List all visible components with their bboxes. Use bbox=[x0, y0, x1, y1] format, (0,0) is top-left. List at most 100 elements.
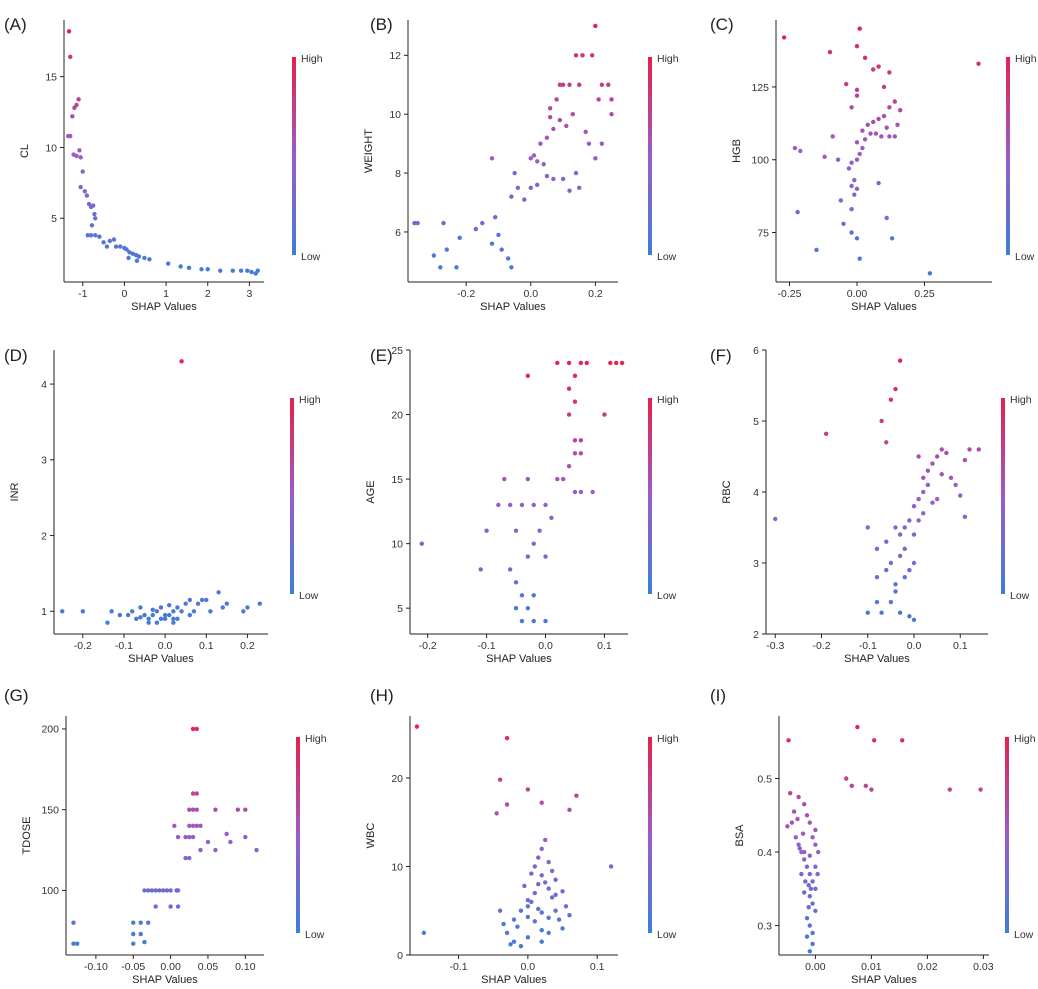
scatter-point bbox=[823, 431, 829, 436]
scatter-point bbox=[175, 888, 181, 893]
scatter-point bbox=[457, 235, 462, 241]
scatter-point bbox=[857, 256, 862, 261]
scatter-point bbox=[216, 590, 221, 595]
scatter-point bbox=[789, 820, 795, 825]
scatter-point bbox=[852, 177, 857, 183]
scatter-point bbox=[515, 185, 521, 190]
scatter-point bbox=[525, 935, 531, 940]
scatter-point bbox=[205, 839, 211, 845]
scatter-point bbox=[154, 609, 160, 614]
scatter-point bbox=[142, 888, 147, 893]
scatter-point bbox=[553, 877, 558, 882]
scatter-point bbox=[807, 820, 812, 825]
scatter-point bbox=[145, 888, 151, 893]
scatter-point bbox=[813, 908, 818, 914]
scatter-point bbox=[844, 81, 849, 87]
scatter-point bbox=[101, 240, 106, 245]
scatter-point bbox=[563, 904, 569, 909]
scatter-point bbox=[165, 261, 171, 266]
scatter-point bbox=[884, 215, 889, 221]
legend-high-label: High bbox=[657, 53, 679, 65]
scatter-point bbox=[154, 620, 160, 625]
scatter-point bbox=[802, 890, 807, 895]
scatter-point bbox=[194, 823, 199, 829]
scatter-point bbox=[872, 738, 877, 743]
scatter-point bbox=[113, 244, 119, 249]
scatter-point bbox=[421, 930, 427, 936]
x-tick-label: -1 bbox=[78, 288, 87, 300]
panel-d: (D) -0.2 -0.1 0.0 0.1 0.2 1 2 3 4 SHAP Values INR Hi… bbox=[4, 346, 321, 665]
scatter-point bbox=[881, 113, 887, 119]
scatter-point bbox=[513, 580, 519, 585]
scatter-point bbox=[504, 735, 510, 741]
scatter-point bbox=[178, 264, 183, 269]
scatter-point bbox=[525, 476, 531, 482]
scatter-point bbox=[573, 53, 579, 58]
scatter-point bbox=[555, 476, 560, 482]
y-tick-label: 5 bbox=[397, 603, 403, 615]
scatter-point bbox=[438, 265, 443, 270]
scatter-point bbox=[907, 614, 912, 619]
y-tick-label: 10 bbox=[389, 109, 401, 121]
scatter-point bbox=[797, 846, 802, 851]
legend-low-label: Low bbox=[1010, 590, 1030, 602]
scatter-point bbox=[786, 738, 791, 743]
scatter-point bbox=[884, 539, 889, 544]
scatter-point bbox=[88, 233, 94, 238]
scatter-point bbox=[157, 888, 162, 893]
scatter-point bbox=[807, 923, 812, 928]
scatter-point bbox=[609, 112, 614, 117]
scatter-point bbox=[962, 457, 968, 463]
scatter-point bbox=[976, 447, 981, 452]
scatter-point bbox=[566, 360, 572, 366]
scatter-point bbox=[68, 133, 73, 139]
scatter-point bbox=[572, 399, 578, 404]
y-axis-title: CL bbox=[19, 144, 31, 158]
scatter-point bbox=[947, 787, 952, 792]
scatter-point bbox=[934, 496, 940, 502]
scatter-point bbox=[186, 265, 192, 271]
scatter-point bbox=[489, 241, 495, 246]
y-tick-label: 15 bbox=[45, 71, 57, 83]
x-tick-label: 0.0 bbox=[907, 640, 922, 652]
scatter-point bbox=[810, 879, 815, 884]
scatter-point bbox=[441, 220, 446, 226]
legend-colorbar bbox=[296, 737, 300, 933]
scatter-point bbox=[608, 864, 614, 869]
y-axis-title: HGB bbox=[731, 139, 743, 163]
legend-colorbar bbox=[292, 57, 296, 255]
scatter-point bbox=[564, 123, 569, 129]
scatter-point bbox=[814, 247, 819, 253]
scatter-point bbox=[134, 616, 139, 622]
scatter-point bbox=[257, 601, 262, 606]
y-tick-label: 2 bbox=[753, 629, 759, 641]
y-axis-title: TDOSE bbox=[21, 817, 33, 855]
scatter-point bbox=[879, 610, 884, 615]
scatter-point bbox=[916, 454, 921, 459]
scatter-point bbox=[497, 777, 503, 782]
y-tick-label: 200 bbox=[41, 724, 59, 736]
scatter-point bbox=[911, 532, 917, 537]
legend-low-label: Low bbox=[305, 929, 325, 941]
scatter-point bbox=[827, 49, 833, 55]
x-tick-label: 0.2 bbox=[240, 640, 255, 652]
scatter-point bbox=[549, 868, 555, 874]
scatter-point bbox=[895, 122, 900, 128]
scatter-point bbox=[893, 525, 898, 530]
scatter-point bbox=[134, 258, 140, 263]
scatter-point bbox=[593, 156, 598, 161]
legend-high-label: High bbox=[1010, 394, 1032, 406]
scatter-point bbox=[911, 504, 917, 509]
scatter-point bbox=[874, 546, 880, 551]
y-tick-label: 4 bbox=[41, 379, 47, 391]
scatter-point bbox=[162, 616, 168, 622]
legend-colorbar bbox=[290, 398, 294, 594]
scatter-point bbox=[608, 360, 613, 366]
scatter-point bbox=[511, 917, 517, 922]
scatter-point bbox=[815, 871, 820, 877]
scatter-point bbox=[254, 847, 259, 853]
scatter-point bbox=[551, 176, 556, 182]
x-tick-label: 0.03 bbox=[973, 961, 994, 973]
scatter-point bbox=[90, 203, 96, 208]
x-axis-title: SHAP Values bbox=[844, 653, 910, 665]
